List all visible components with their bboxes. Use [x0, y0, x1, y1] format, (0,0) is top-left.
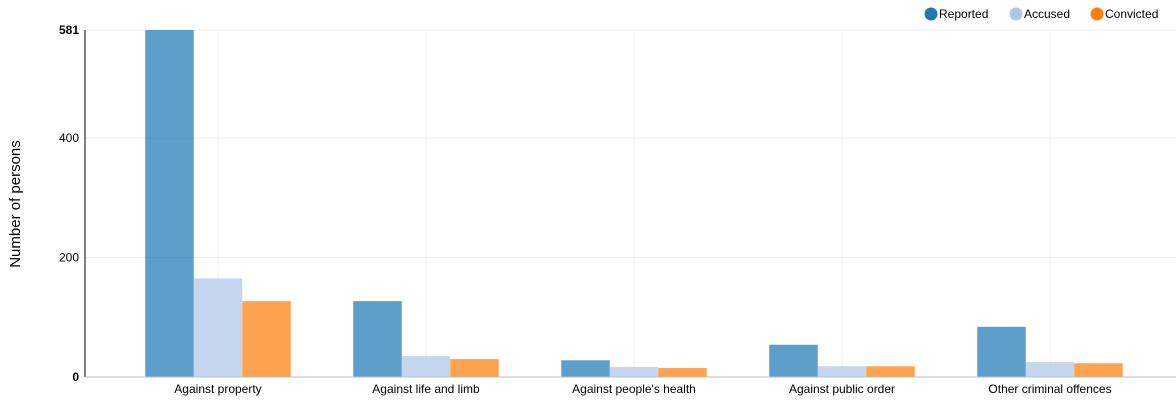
bar-reported-3[interactable] [561, 360, 610, 377]
legend-label: Accused [1024, 7, 1070, 21]
bar-convicted-5[interactable] [1074, 363, 1123, 377]
legend-label: Convicted [1105, 7, 1158, 21]
y-tick-label: 581 [59, 23, 79, 37]
y-axis-label: Number of persons [7, 140, 24, 268]
y-tick-label: 0 [72, 370, 79, 384]
bar-accused-4[interactable] [817, 366, 867, 377]
x-tick-label: Against public order [789, 382, 895, 396]
legend: Reported Accused Convicted [924, 7, 1159, 21]
bar-convicted-4[interactable] [866, 366, 915, 377]
legend-item-convicted[interactable]: Convicted [1090, 7, 1159, 21]
x-tick-labels: Against property Against life and limb Aga… [174, 382, 1111, 396]
y-tick-label: 400 [59, 131, 79, 145]
bar-convicted-1[interactable] [242, 301, 291, 377]
legend-item-accused[interactable]: Accused [1009, 7, 1071, 21]
bar-reported-4[interactable] [769, 344, 818, 377]
bar-accused-3[interactable] [609, 366, 659, 377]
bar-convicted-3[interactable] [658, 368, 707, 377]
x-tick-label: Against life and limb [372, 382, 480, 396]
gridlines [85, 29, 1176, 377]
y-tick-label: 200 [59, 251, 79, 265]
legend-swatch [924, 7, 938, 21]
bar-reported-1[interactable] [145, 30, 194, 377]
x-tick-label: Other criminal offences [988, 382, 1111, 396]
bar-reported-5[interactable] [977, 326, 1026, 377]
legend-item-reported[interactable]: Reported [924, 7, 989, 21]
bars [145, 30, 1123, 377]
bar-accused-5[interactable] [1025, 362, 1075, 377]
legend-label: Reported [939, 7, 988, 21]
axes [84, 30, 1176, 378]
bar-convicted-2[interactable] [450, 359, 499, 377]
x-tick-label: Against property [174, 382, 261, 396]
legend-swatch [1090, 7, 1104, 21]
bar-accused-2[interactable] [401, 356, 451, 377]
y-tick-labels: 0 200 400 581 [59, 23, 79, 384]
legend-swatch [1009, 7, 1023, 21]
bar-reported-2[interactable] [353, 301, 402, 377]
x-tick-label: Against people's health [572, 382, 696, 396]
bar-accused-1[interactable] [193, 278, 243, 377]
